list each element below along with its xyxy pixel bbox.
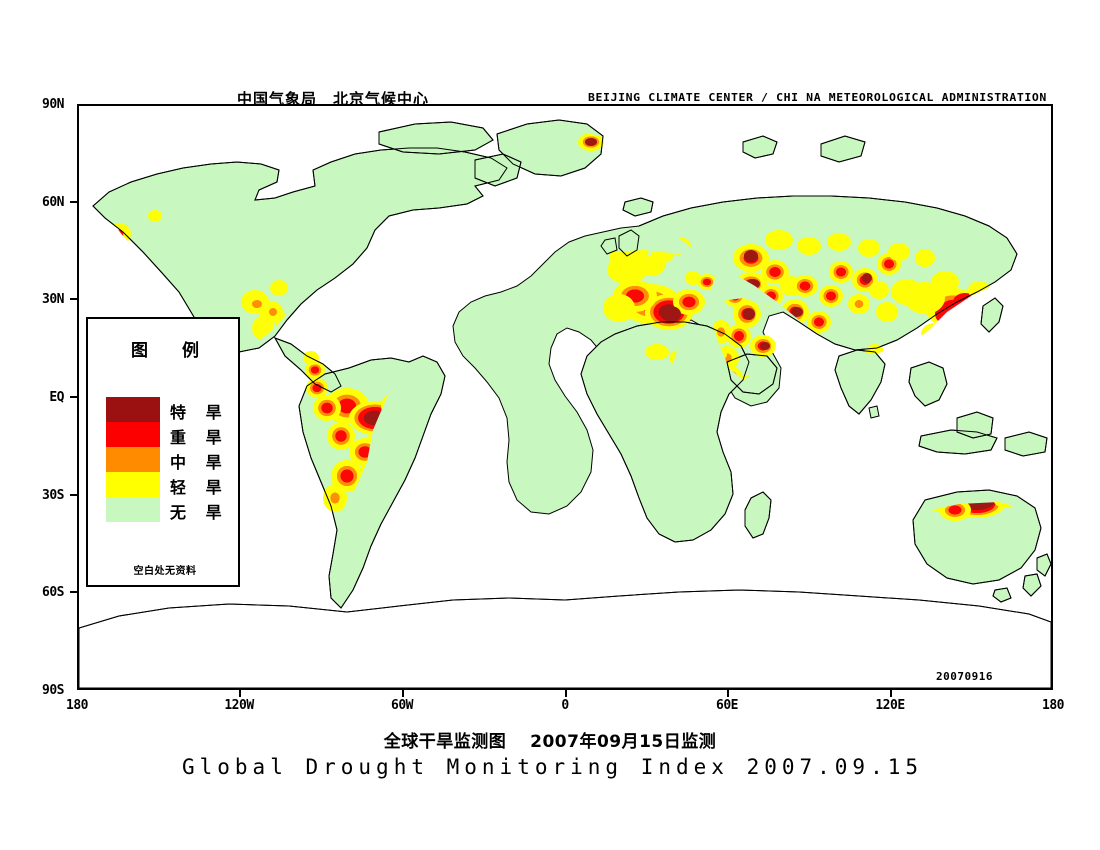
axis-label-y-1: 60N: [42, 195, 64, 210]
legend-label-extreme: 特 旱: [170, 403, 229, 422]
axis-tick-y-5: [70, 591, 77, 593]
legend-note: 空白处无资料: [133, 566, 197, 577]
legend-box: 图 例 特 旱 重 旱 中 旱 轻 旱 无 旱 空白处无资料: [86, 317, 240, 587]
axis-label-x-6: 180: [1042, 698, 1064, 713]
axis-tick-y-2: [70, 298, 77, 300]
legend-item-none: 无 旱: [106, 497, 228, 522]
legend-label-light: 轻 旱: [170, 478, 229, 497]
axis-label-x-3: 0: [561, 698, 569, 713]
legend-swatch-light: [106, 472, 160, 497]
map-title-cn: 全球干旱监测图 2007年09月15日监测: [383, 732, 717, 752]
map-canvas: [79, 106, 1051, 688]
axis-label-y-4: 30S: [42, 488, 64, 503]
axis-label-y-0: 90N: [42, 97, 64, 112]
axis-tick-x-4: [727, 690, 729, 697]
legend-item-moderate: 中 旱: [106, 447, 228, 472]
axis-label-x-1: 120W: [224, 698, 254, 713]
drought-region-northwest-africa: [603, 280, 705, 330]
axis-label-y-2: 30N: [42, 292, 64, 307]
axis-tick-x-3: [565, 690, 567, 697]
legend-swatch-none: [106, 497, 160, 522]
legend-swatch-severe: [106, 422, 160, 447]
legend-item-light: 轻 旱: [106, 472, 228, 497]
drought-region-greenland: [578, 133, 604, 151]
axis-tick-y-1: [70, 201, 77, 203]
axis-label-x-4: 60E: [716, 698, 738, 713]
axis-label-y-3: EQ: [49, 390, 64, 405]
axis-tick-x-5: [890, 690, 892, 697]
axis-label-y-6: 90S: [42, 683, 64, 698]
legend-swatch-moderate: [106, 447, 160, 472]
axis-label-x-0: 180: [66, 698, 88, 713]
legend-title: 图 例: [131, 341, 213, 361]
axis-tick-x-2: [402, 690, 404, 697]
land-sri-lanka: [868, 405, 880, 419]
legend-label-none: 无 旱: [170, 503, 229, 522]
axis-tick-y-3: [70, 396, 77, 398]
legend-item-extreme: 特 旱: [106, 397, 228, 422]
axis-tick-y-4: [70, 494, 77, 496]
axis-tick-x-1: [239, 690, 241, 697]
legend-swatch-extreme: [106, 397, 160, 422]
legend-item-severe: 重 旱: [106, 422, 228, 447]
datestamp: 20070916: [936, 670, 993, 683]
agency-title-en: BEIJING CLIMATE CENTER / CHI NA METEOROL…: [588, 91, 1047, 104]
axis-label-x-2: 60W: [391, 698, 413, 713]
drought-region-russia-steppe: [765, 230, 935, 267]
axis-label-y-5: 60S: [42, 585, 64, 600]
legend-label-moderate: 中 旱: [170, 453, 229, 472]
drought-region-central-asia: [781, 253, 901, 333]
agency-title-cn: 中国气象局 北京气候中心: [237, 90, 430, 108]
axis-label-x-5: 120E: [875, 698, 905, 713]
legend-label-severe: 重 旱: [170, 428, 229, 447]
map-title-en: Global Drought Monitoring Index 2007.09.…: [181, 755, 923, 779]
